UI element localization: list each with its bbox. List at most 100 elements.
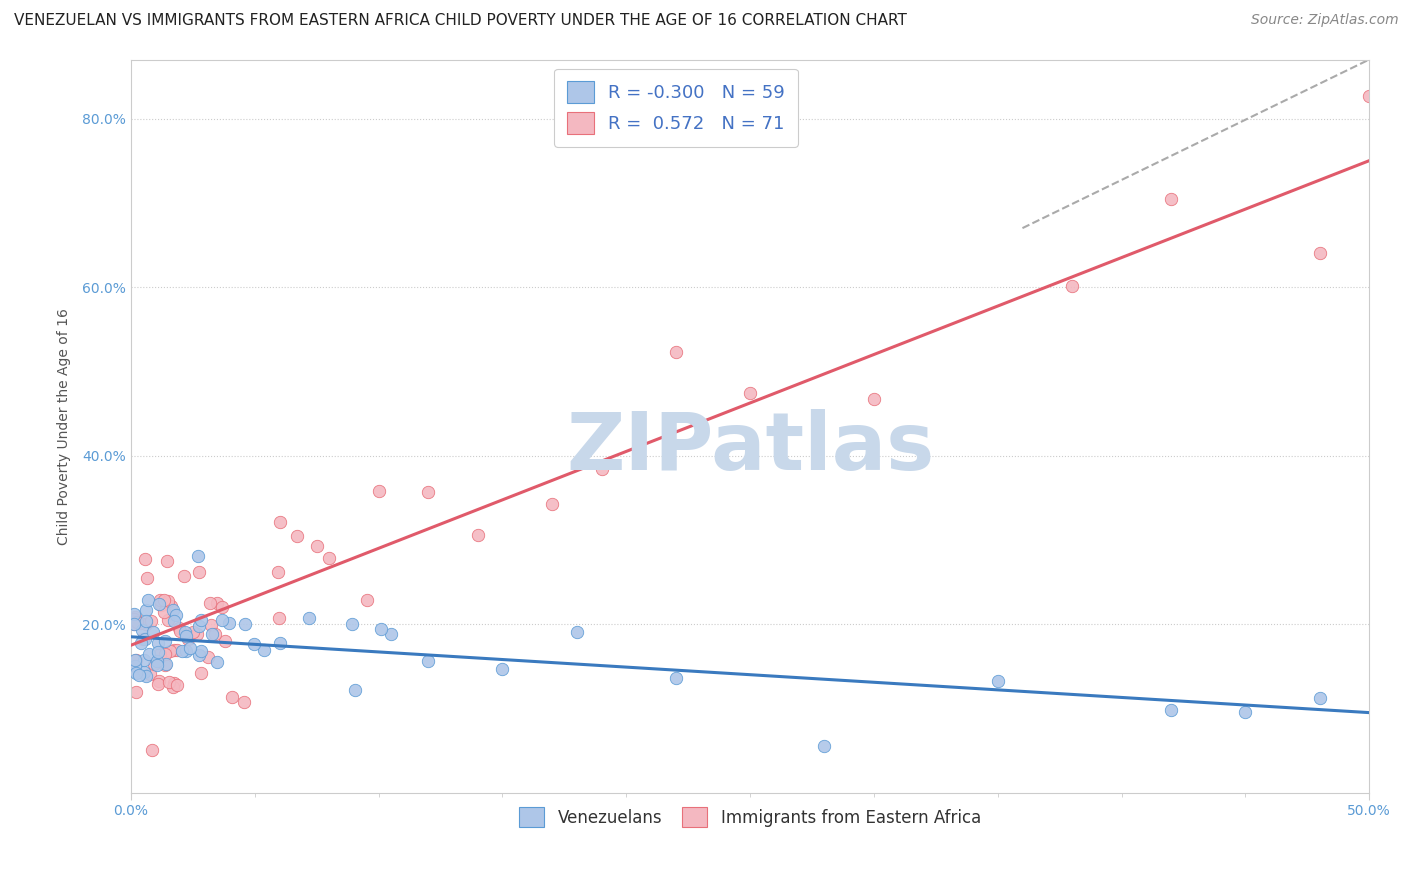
Text: VENEZUELAN VS IMMIGRANTS FROM EASTERN AFRICA CHILD POVERTY UNDER THE AGE OF 16 C: VENEZUELAN VS IMMIGRANTS FROM EASTERN AF… bbox=[14, 13, 907, 29]
Point bbox=[125, 615, 148, 630]
Point bbox=[418, 655, 440, 669]
Point bbox=[142, 624, 165, 639]
Point bbox=[343, 683, 366, 698]
Point bbox=[153, 657, 176, 672]
Text: Source: ZipAtlas.com: Source: ZipAtlas.com bbox=[1251, 13, 1399, 28]
Point bbox=[128, 615, 150, 630]
Point bbox=[211, 600, 233, 615]
Point bbox=[186, 627, 208, 641]
Point bbox=[153, 633, 176, 648]
Point bbox=[166, 678, 188, 692]
Point bbox=[813, 739, 835, 754]
Point bbox=[163, 643, 186, 657]
Point bbox=[418, 485, 440, 500]
Point bbox=[173, 624, 195, 639]
Point bbox=[242, 637, 264, 651]
Point bbox=[269, 516, 291, 530]
Point bbox=[124, 685, 146, 699]
Point bbox=[665, 344, 688, 359]
Point bbox=[174, 643, 197, 657]
Point bbox=[146, 636, 169, 650]
Point bbox=[134, 552, 156, 566]
Point bbox=[135, 603, 157, 617]
Point bbox=[157, 613, 180, 627]
Point bbox=[153, 593, 176, 607]
Legend: Venezuelans, Immigrants from Eastern Africa: Venezuelans, Immigrants from Eastern Afr… bbox=[510, 798, 990, 836]
Point bbox=[129, 636, 152, 650]
Point bbox=[214, 633, 236, 648]
Point bbox=[132, 632, 155, 646]
Point bbox=[1060, 279, 1083, 293]
Point bbox=[738, 385, 761, 400]
Point bbox=[200, 617, 222, 632]
Point bbox=[149, 647, 172, 661]
Point bbox=[163, 676, 186, 690]
Point bbox=[136, 571, 159, 585]
Point bbox=[205, 655, 228, 669]
Point bbox=[987, 674, 1010, 689]
Point bbox=[190, 666, 212, 681]
Point bbox=[169, 624, 191, 638]
Point bbox=[138, 647, 160, 661]
Text: ZIPatlas: ZIPatlas bbox=[567, 409, 934, 487]
Point bbox=[318, 551, 340, 566]
Point bbox=[665, 671, 688, 685]
Point bbox=[134, 632, 156, 647]
Point bbox=[155, 647, 177, 661]
Point bbox=[122, 617, 145, 632]
Point bbox=[591, 461, 613, 475]
Point bbox=[467, 528, 489, 542]
Point bbox=[285, 529, 308, 543]
Point bbox=[177, 632, 200, 646]
Point bbox=[136, 593, 159, 607]
Y-axis label: Child Poverty Under the Age of 16: Child Poverty Under the Age of 16 bbox=[58, 308, 72, 544]
Point bbox=[122, 612, 145, 626]
Point bbox=[125, 665, 148, 680]
Point bbox=[170, 643, 193, 657]
Point bbox=[269, 635, 291, 649]
Point bbox=[221, 690, 243, 705]
Point bbox=[188, 565, 211, 579]
Point bbox=[565, 624, 588, 639]
Point bbox=[269, 611, 291, 625]
Point bbox=[367, 484, 389, 499]
Point bbox=[298, 611, 321, 625]
Point bbox=[132, 665, 155, 679]
Point bbox=[232, 695, 254, 709]
Point bbox=[205, 596, 228, 610]
Point bbox=[162, 602, 184, 616]
Point bbox=[187, 549, 209, 563]
Point bbox=[166, 643, 188, 657]
Point bbox=[165, 607, 187, 622]
Point bbox=[146, 677, 169, 691]
Point bbox=[156, 554, 179, 568]
Point bbox=[157, 594, 180, 608]
Point bbox=[155, 657, 177, 672]
Point bbox=[148, 673, 170, 688]
Point bbox=[128, 668, 150, 682]
Point bbox=[135, 614, 157, 628]
Point bbox=[1234, 706, 1257, 720]
Point bbox=[122, 607, 145, 622]
Point bbox=[1160, 192, 1182, 206]
Point bbox=[143, 657, 166, 672]
Point bbox=[162, 681, 184, 695]
Point bbox=[190, 613, 212, 627]
Point bbox=[124, 610, 146, 624]
Point bbox=[218, 616, 240, 631]
Point bbox=[149, 598, 172, 612]
Point bbox=[356, 593, 378, 607]
Point bbox=[124, 658, 146, 673]
Point bbox=[190, 644, 212, 658]
Point bbox=[201, 627, 224, 641]
Point bbox=[122, 617, 145, 632]
Point bbox=[149, 593, 172, 607]
Point bbox=[1160, 703, 1182, 717]
Point bbox=[132, 653, 155, 667]
Point bbox=[197, 649, 219, 664]
Point bbox=[160, 599, 183, 613]
Point bbox=[174, 629, 197, 643]
Point bbox=[167, 621, 190, 635]
Point bbox=[340, 616, 363, 631]
Point bbox=[146, 645, 169, 659]
